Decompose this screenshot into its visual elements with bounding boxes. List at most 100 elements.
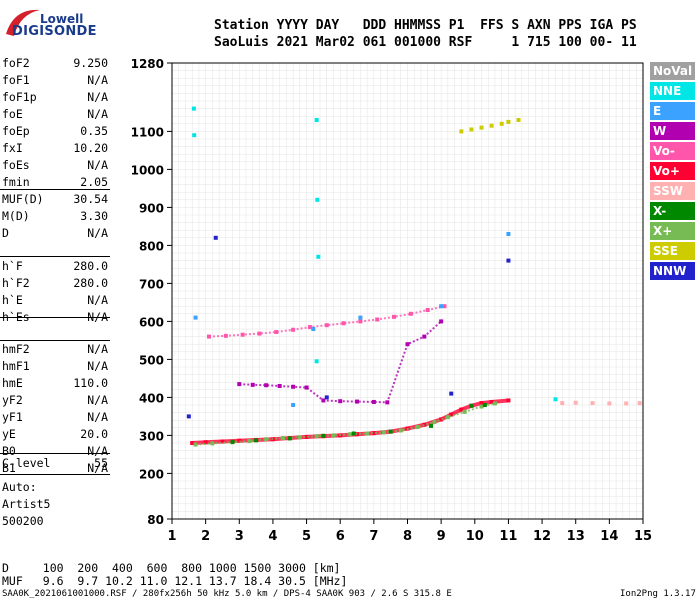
- param-row: hmF2 N/A: [2, 341, 108, 357]
- x-tick-label: 13: [567, 529, 585, 544]
- data-point: [315, 197, 320, 202]
- param-row: foF1p N/A: [2, 89, 108, 105]
- param-row: foE N/A: [2, 106, 108, 122]
- data-point: [358, 315, 363, 320]
- param-row: fmin 2.05: [2, 174, 108, 190]
- legend-item: X+: [650, 222, 695, 240]
- data-point: [365, 431, 370, 436]
- header-row-2: SaoLuis 2021 Mar02 061 001000 RSF 1 715 …: [214, 35, 637, 50]
- data-point: [553, 397, 558, 402]
- data-point: [192, 133, 197, 138]
- param-row: yF1 N/A: [2, 409, 108, 425]
- data-point: [348, 432, 353, 437]
- param-value: 30.54: [73, 192, 108, 206]
- param-value: N/A: [87, 293, 108, 307]
- data-point: [469, 403, 474, 408]
- data-point: [506, 232, 511, 236]
- data-point: [506, 258, 511, 263]
- data-point: [324, 323, 329, 328]
- data-point: [388, 429, 393, 434]
- legend-item: SSW: [650, 182, 695, 200]
- param-separator: [0, 453, 110, 454]
- y-tick-label: 700: [139, 277, 164, 291]
- param-value: 280.0: [73, 276, 108, 290]
- data-point: [439, 304, 444, 309]
- param-row: h`F 280.0: [2, 258, 108, 274]
- param-separator: [0, 189, 110, 190]
- legend-item: NNE: [650, 82, 695, 100]
- param-key: foE: [2, 107, 23, 121]
- data-point: [254, 438, 259, 443]
- legend-item: Vo-: [650, 142, 695, 160]
- data-point: [429, 423, 434, 428]
- series-trace: [192, 398, 509, 445]
- data-point: [489, 123, 494, 128]
- data-point: [311, 327, 316, 331]
- param-value: 0.35: [80, 124, 108, 138]
- param-key: fmin: [2, 175, 30, 189]
- data-point: [304, 385, 309, 390]
- data-point: [590, 401, 595, 406]
- data-point: [321, 433, 326, 438]
- legend-item: E: [650, 102, 695, 120]
- param-row: yE 20.0: [2, 426, 108, 442]
- data-point: [492, 401, 497, 406]
- param-key: foF1p: [2, 90, 37, 104]
- param-row: yF2 N/A: [2, 392, 108, 408]
- data-point: [469, 127, 474, 132]
- data-point: [607, 401, 612, 406]
- param-value: N/A: [87, 107, 108, 121]
- param-value: N/A: [87, 410, 108, 424]
- logo-text-digisonde: DIGISONDE: [12, 24, 97, 39]
- param-separator: [0, 340, 110, 341]
- x-tick-label: 10: [466, 529, 484, 544]
- legend-item: SSE: [650, 242, 695, 260]
- y-tick-label: 1100: [131, 125, 164, 139]
- y-tick-label: 900: [139, 201, 164, 215]
- x-tick-label: 1: [167, 529, 176, 544]
- data-point: [291, 403, 296, 407]
- data-point: [213, 235, 218, 240]
- legend-item: Vo+: [650, 162, 695, 180]
- param-row: MUF(D) 30.54: [2, 191, 108, 207]
- param-row: foEs N/A: [2, 157, 108, 173]
- footer-muf-values: 9.6 9.7 10.2 11.0 12.1 13.7 18.4 30.5 [M…: [22, 574, 348, 588]
- series-trace: [239, 320, 442, 404]
- param-key: foF2: [2, 56, 30, 70]
- param-row: fxI 10.20: [2, 140, 108, 156]
- data-point: [314, 359, 319, 364]
- param-key: h`F2: [2, 276, 30, 290]
- param-key: yF2: [2, 393, 23, 407]
- param-value: N/A: [87, 90, 108, 104]
- param-key: foEp: [2, 124, 30, 138]
- digisonde-logo: [6, 9, 40, 36]
- param-row: D N/A: [2, 225, 108, 241]
- x-tick-label: 14: [600, 529, 618, 544]
- data-point: [445, 415, 450, 420]
- param-key: hmF1: [2, 359, 30, 373]
- data-point: [637, 401, 642, 406]
- auto-code: 500200: [2, 514, 44, 528]
- param-row: foF1 N/A: [2, 72, 108, 88]
- data-point: [516, 118, 521, 122]
- footer-file-info: SAA0K_2021061001000.RSF / 280fx256h 50 k…: [2, 589, 452, 599]
- param-key: yF1: [2, 410, 23, 424]
- data-point: [193, 315, 198, 320]
- param-row: h`E N/A: [2, 292, 108, 308]
- y-tick-label: 500: [139, 353, 164, 367]
- param-key: M(D): [2, 209, 30, 223]
- footer-d-values: 100 200 400 600 800 1000 1500 3000 [km]: [22, 561, 341, 575]
- legend-item: NoVal: [650, 62, 695, 80]
- x-tick-label: 9: [437, 529, 446, 544]
- data-point: [408, 311, 413, 316]
- data-point: [439, 319, 444, 324]
- data-point: [415, 425, 420, 430]
- param-value: 3.30: [80, 209, 108, 223]
- footer-version: Ion2Png 1.3.17: [620, 589, 696, 599]
- param-value: 280.0: [73, 259, 108, 273]
- data-point: [257, 331, 262, 336]
- data-point: [499, 121, 504, 126]
- y-tick-label: 300: [139, 429, 164, 443]
- y-tick-label: 200: [139, 467, 164, 481]
- param-separator: [0, 474, 110, 475]
